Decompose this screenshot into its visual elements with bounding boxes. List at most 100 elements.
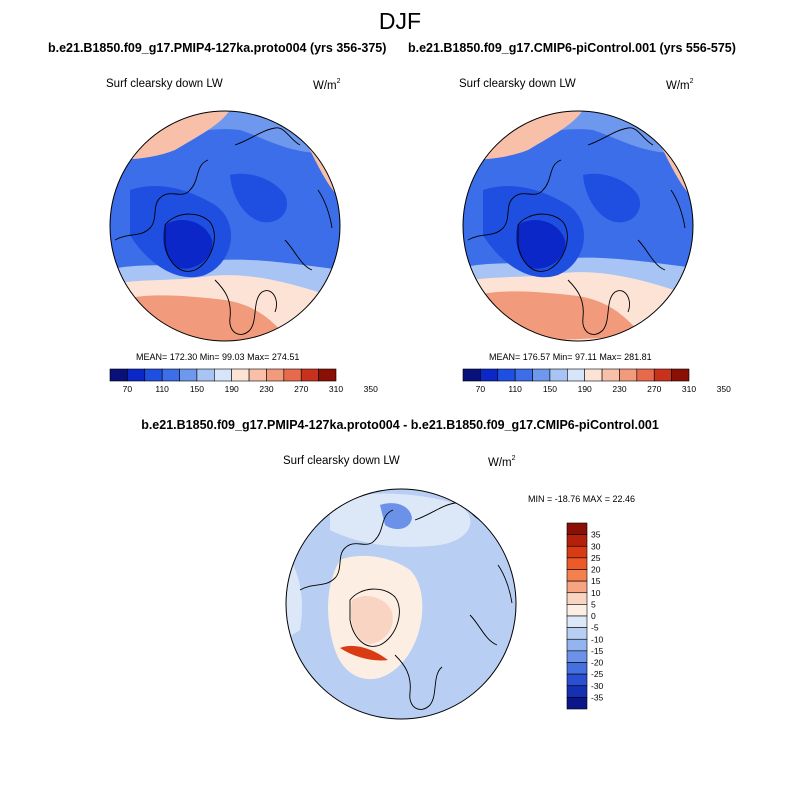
colorbar-swatch [566,580,588,594]
colorbar-swatch [196,368,215,382]
colorbar-tick-label: 0 [591,611,596,621]
field-cold-spot [380,503,412,530]
colorbar-swatch [318,368,337,382]
colorbar-tick-label: 25 [591,553,601,563]
colorbar-tick-label: 110 [508,384,522,394]
colorbar-swatch [566,685,588,698]
colorbar-tick-label: 150 [543,384,557,394]
colorbar-swatch [127,368,146,382]
field-hot-spot [340,645,388,661]
map-boundary [285,488,517,720]
left-units-label: W/m2 [313,78,341,92]
colorbar-tick-label: -5 [591,623,599,633]
colorbar-tick-label: 310 [682,384,696,394]
polar-map-left [109,110,341,342]
colorbar-swatch [601,368,620,382]
colorbar-tick-label: 190 [578,384,592,394]
colorbar-swatch [283,368,302,382]
polar-map-diff [285,488,517,720]
field-arctic-cold [583,173,641,223]
colorbar-swatch [566,650,588,663]
colorbar-swatch [566,534,588,547]
polar-map-right [462,110,694,342]
colorbar-tick-label: 35 [591,530,601,540]
field-greenland-warm [350,596,393,644]
colorbar-tick-label: 10 [591,588,601,598]
colorbar-swatch [566,557,588,570]
diff-title: b.e21.B1850.f09_g17.PMIP4-127ka.proto004… [141,418,659,432]
colorbar-swatch [231,368,250,382]
colorbar-swatch [480,368,499,382]
colorbar-swatch [179,368,198,382]
colorbar-tick-label: 5 [591,599,596,609]
colorbar-swatch [549,368,568,382]
colorbar-swatch [566,545,588,559]
diff-units-label: W/m2 [488,455,516,469]
left-case-title: b.e21.B1850.f09_g17.PMIP4-127ka.proto004… [48,41,387,55]
colorbar-tick-label: 70 [476,384,486,394]
right-variable-label: Surf clearsky down LW [459,78,576,90]
colorbar-swatch [566,627,588,640]
colorbar-swatch [566,673,588,687]
colorbar-swatch [514,368,533,382]
colorbar-swatch [248,368,267,382]
colorbar-swatch [566,604,588,617]
colorbar-swatch [566,697,588,710]
colorbar-tick-label: 350 [717,384,731,394]
colorbar-swatch [566,569,588,582]
right-case-title: b.e21.B1850.f09_g17.CMIP6-piControl.001 … [408,41,736,55]
colorbar-swatch [566,592,588,605]
colorbar-tick-label: -15 [591,646,604,656]
colorbar-tick-label: 70 [123,384,133,394]
left-variable-label: Surf clearsky down LW [106,78,223,90]
colorbar-tick-label: 230 [612,384,626,394]
colorbar-swatch [636,368,655,382]
colorbar-swatch [584,368,603,382]
colorbar-swatch [300,368,319,382]
diff-stats: MIN = -18.76 MAX = 22.46 [528,494,636,504]
colorbar-swatch [109,368,128,382]
colorbar-swatch [532,368,551,382]
colorbar-tick-label: 310 [329,384,343,394]
colorbar-swatch [144,368,163,382]
figure-title: DJF [378,8,422,34]
colorbar-swatch [462,368,481,382]
field-greenland-cold [163,220,213,269]
colorbar-swatch [566,638,588,652]
colorbar-tick-label: -35 [591,692,604,702]
coastlines [114,127,333,335]
colorbar-swatch [214,368,232,382]
map-boundary [462,110,694,342]
colorbar-tick-label: 230 [259,384,273,394]
colorbar-tick-label: -25 [591,669,604,679]
colorbar-tick-label: 270 [647,384,661,394]
colorbar-tick-label: 270 [294,384,308,394]
colorbar-right: 70 110 150 190 230 270 310 350 [462,368,731,394]
colorbar-tick-label: 30 [591,541,601,551]
colorbar-left: 70 110 150 190 230 270 310 350 [109,368,378,394]
coastlines [467,127,686,335]
colorbar-swatch [161,368,180,382]
left-stats: MEAN= 172.30 Min= 99.03 Max= 274.51 [136,352,300,362]
colorbar-swatch [671,368,690,382]
colorbar-swatch [653,368,672,382]
map-boundary [109,110,341,342]
right-units-label: W/m2 [666,78,694,92]
colorbar-swatch [566,662,588,675]
colorbar-swatch [497,368,516,382]
colorbar-tick-label: -20 [591,658,604,668]
colorbar-tick-label: 15 [591,576,601,586]
colorbar-tick-label: 110 [155,384,169,394]
colorbar-tick-label: -10 [591,634,604,644]
colorbar-tick-label: 20 [591,565,601,575]
field-greenland-cold [516,220,566,269]
diff-variable-label: Surf clearsky down LW [283,455,400,467]
colorbar-swatch [566,522,588,535]
colorbar-swatch [266,368,285,382]
colorbar-tick-label: 150 [190,384,204,394]
colorbar-tick-label: 350 [364,384,378,394]
colorbar-tick-label: 190 [225,384,239,394]
field-arctic-cold [230,173,288,223]
